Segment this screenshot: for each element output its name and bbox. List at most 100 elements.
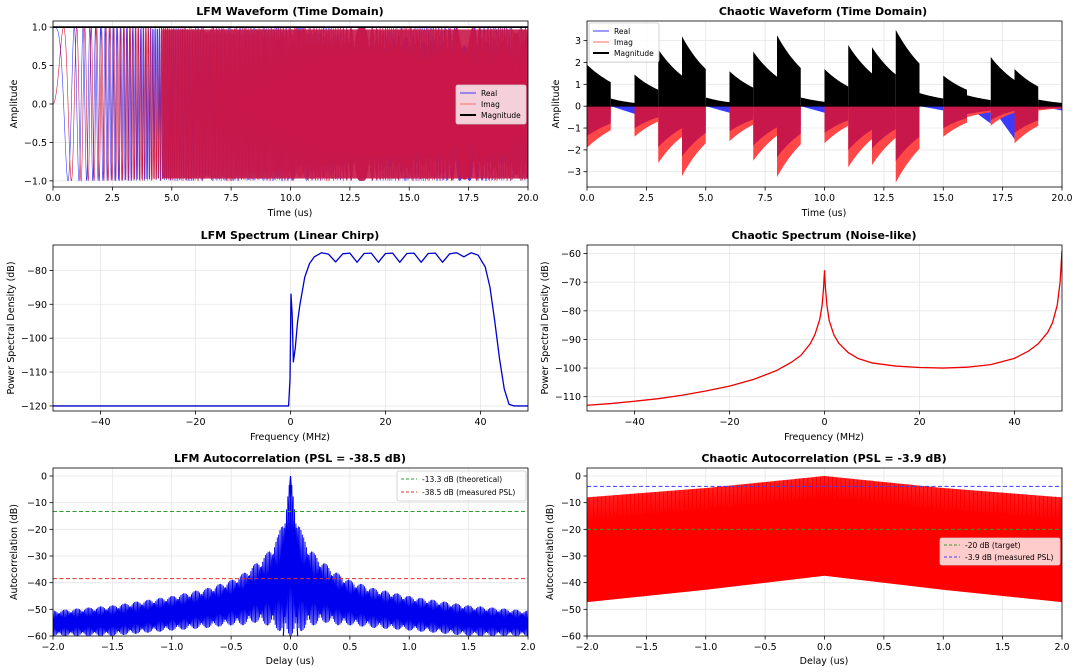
x-tick-label: 20 [379,417,391,428]
x-tick-label: 0 [821,417,827,428]
x-tick-label: 40 [1008,417,1020,428]
legend-lfm-autocorrelation: -13.3 dB (theoretical) -38.5 dB (measure… [396,470,527,502]
y-tick-label: −50 [561,605,581,616]
y-tick-label: −3 [567,167,581,178]
x-tick-label: 7.5 [758,193,773,204]
x-tick-label: 15.0 [399,193,420,204]
legend-chaotic-waveform: Real Imag Magnitude [588,22,660,63]
y-tick-label: −1 [567,124,581,135]
y-tick-label: −2 [567,145,581,156]
x-tick-label: −1.0 [694,642,717,653]
title-lfm-spectrum: LFM Spectrum (Linear Chirp) [201,229,380,242]
x-tick-label: −40 [90,417,110,428]
y-tick-label: −20 [561,525,581,536]
xlabel-chaotic-waveform: Time (us) [801,208,847,219]
x-tick-label: 0.0 [45,193,60,204]
legend-lfm-waveform: Real Imag Magnitude [455,84,527,125]
y-tick-label: −60 [561,632,581,643]
legend-label-magnitude: Magnitude [614,49,654,58]
legend-box [396,470,527,502]
ylabel-lfm-autocorrelation: Autocorrelation (dB) [9,504,20,600]
y-tick-label: −70 [561,278,581,289]
series-psd [53,252,528,407]
magnitude-segment [824,69,849,107]
xlabel-chaotic-autocorrelation: Delay (us) [800,656,849,667]
legend-label-imag: Imag [481,100,500,109]
magnitude-segment [587,64,611,107]
y-tick-label: −1.0 [24,176,47,187]
legend-label-real: Real [614,27,630,36]
y-tick-label: 2 [575,58,581,69]
x-tick-label: −20 [185,417,205,428]
x-tick-label: 12.5 [339,193,360,204]
x-tick-label: −2.0 [41,642,64,653]
y-tick-label: −60 [561,249,581,260]
x-tick-label: −2.0 [575,642,598,653]
x-tick-label: 2.5 [639,193,654,204]
xlabel-lfm-autocorrelation: Delay (us) [266,656,315,667]
real-segment [800,106,825,113]
x-tick-label: −40 [624,417,644,428]
y-tick-label: −90 [27,300,47,311]
x-tick-label: 10.0 [280,193,301,204]
x-tick-label: 40 [474,417,486,428]
x-tick-label: 0.0 [817,642,832,653]
magnitude-segment [1014,69,1039,107]
y-tick-label: −90 [561,335,581,346]
y-tick-label: 1.0 [32,23,47,34]
y-tick-label: −10 [561,498,581,509]
y-tick-label: −80 [27,266,47,277]
magnitude-segment [705,97,730,107]
imag-segment-dense [658,106,682,148]
magnitude-segment [990,57,1015,107]
x-tick-label: −0.5 [754,642,777,653]
title-chaotic-spectrum: Chaotic Spectrum (Noise-like) [731,229,916,242]
y-tick-label: −110 [555,392,581,403]
imag-segment-dense [967,106,991,115]
real-segment [705,106,730,113]
imag-segment-dense [753,106,777,146]
y-tick-label: 0 [41,472,47,483]
series-autocorrelation [587,475,1062,603]
x-tick-label: 17.5 [458,193,479,204]
y-tick-label: −40 [561,578,581,589]
legend-label-magnitude: Magnitude [481,111,521,120]
x-tick-label: 2.0 [1054,642,1069,653]
series-psd [587,250,1062,406]
magnitude-segment [753,51,777,107]
panel-lfm-autocorrelation: LFM Autocorrelation (PSL = -38.5 dB) −2.… [9,452,536,667]
imag-segment-dense [587,106,611,137]
y-tick-label: 0 [575,472,581,483]
legend-label-measured-psl: -38.5 dB (measured PSL) [422,488,515,497]
x-tick-label: 0 [287,417,293,428]
y-tick-label: −30 [561,552,581,563]
xlabel-chaotic-spectrum: Frequency (MHz) [784,432,864,443]
y-tick-label: −110 [21,368,47,379]
x-tick-label: 1.5 [995,642,1010,653]
x-tick-label: 20 [913,417,925,428]
magnitude-segment [943,75,967,107]
x-tick-label: −1.0 [160,642,183,653]
imag-segment-dense [824,106,849,133]
legend-label-real: Real [481,89,497,98]
imag-segment-dense [777,106,801,158]
legend-label-theoretical: -13.3 dB (theoretical) [422,475,502,484]
panel-lfm-waveform: LFM Waveform (Time Domain) 0.0 2.5 5.0 7.5 1… [9,5,539,219]
legend-chaotic-autocorrelation: -20 dB (target) -3.9 dB (measured PSL) [939,537,1061,566]
x-tick-label: 7.5 [224,193,239,204]
imag-segment-dense [729,106,754,132]
xlabel-lfm-waveform: Time (us) [267,208,313,219]
magnitude-segment [1038,99,1062,107]
y-tick-label: −60 [27,632,47,643]
x-tick-label: 0.5 [876,642,891,653]
magnitude-segment [800,97,825,107]
imag-segment-dense [848,106,872,151]
magnitude-segment [895,29,920,107]
panel-chaotic-autocorrelation: Chaotic Autocorrelation (PSL = -3.9 dB) … [545,452,1070,667]
x-tick-label: 1.0 [936,642,951,653]
x-tick-label: −20 [719,417,739,428]
y-tick-label: 0.5 [32,61,47,72]
magnitude-segment [872,47,896,107]
ylabel-chaotic-waveform: Amplitude [551,80,562,129]
